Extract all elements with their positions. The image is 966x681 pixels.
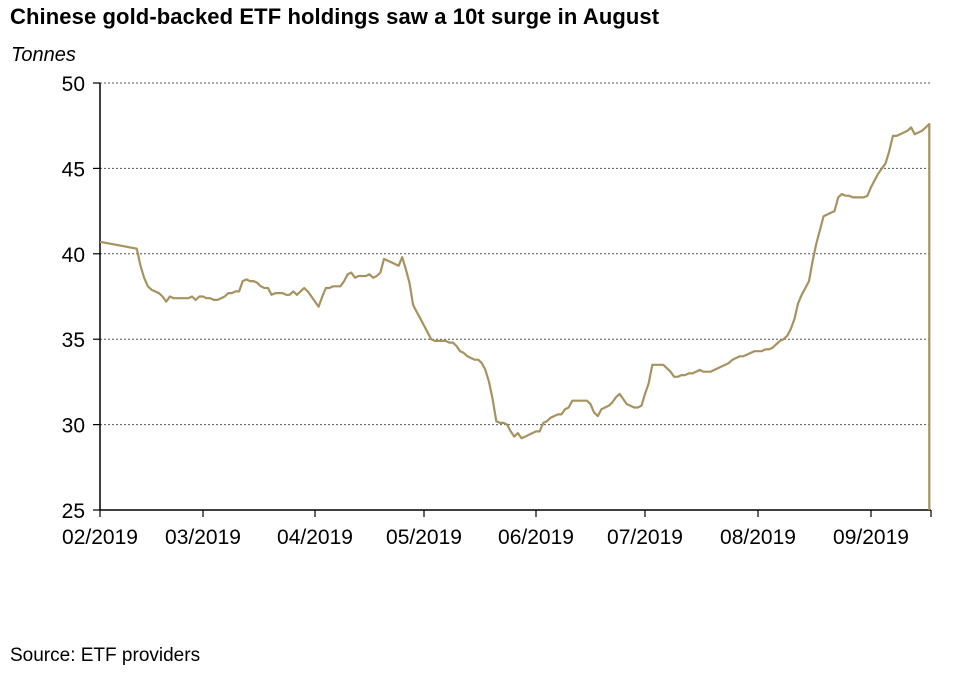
- series-line: [99, 122, 931, 510]
- x-tick-label: 07/2019: [607, 526, 683, 549]
- y-ticks: 25 30 35 40 45 50: [62, 73, 100, 523]
- x-ticks: 02/2019 03/2019 04/2019 05/2019 06/2019 07/20…: [62, 510, 932, 549]
- gridlines: [100, 82, 931, 426]
- x-tick-label: 03/2019: [165, 526, 241, 549]
- series-group: [99, 122, 931, 510]
- x-tick-label: 05/2019: [386, 526, 462, 549]
- x-tick-label: 06/2019: [498, 526, 574, 549]
- x-tick-label: 04/2019: [277, 526, 353, 549]
- x-tick-label: 08/2019: [720, 526, 796, 549]
- y-tick-label: 40: [62, 244, 85, 267]
- y-tick-label: 35: [62, 329, 85, 352]
- source-note: Source: ETF providers: [10, 645, 201, 666]
- y-axis-label: Tonnes: [11, 44, 76, 66]
- chart-title: Chinese gold-backed ETF holdings saw a 1…: [10, 4, 660, 29]
- x-tick-label: 09/2019: [833, 526, 909, 549]
- x-tick-label: 02/2019: [62, 526, 138, 549]
- y-tick-label: 25: [62, 500, 85, 523]
- y-tick-label: 50: [62, 73, 85, 96]
- axes: [99, 83, 931, 511]
- y-tick-label: 30: [62, 415, 85, 438]
- y-tick-label: 45: [62, 158, 85, 181]
